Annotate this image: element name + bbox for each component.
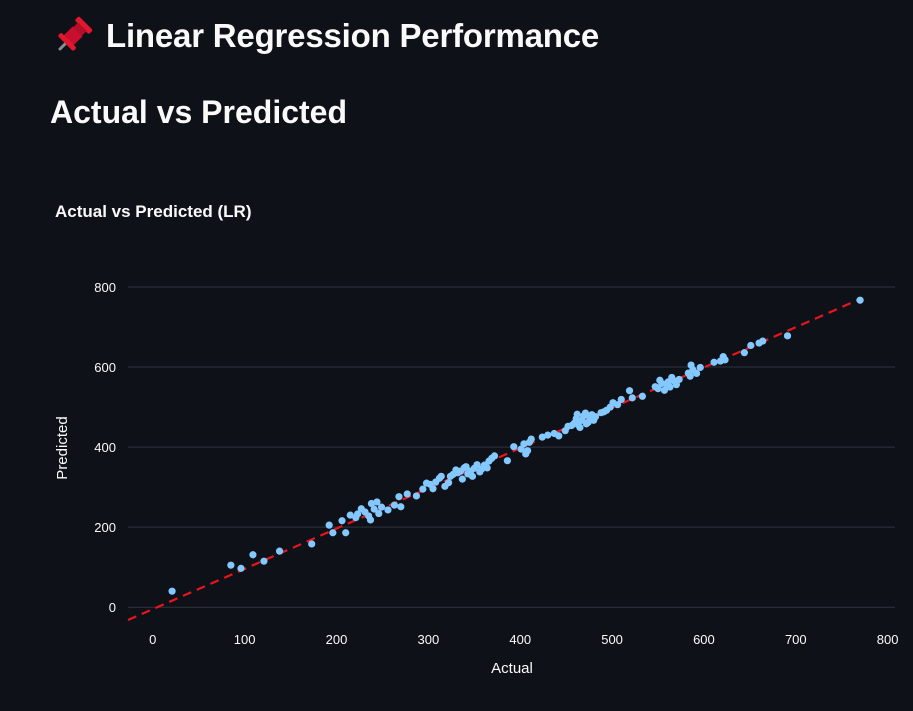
scatter-point: [429, 485, 437, 493]
scatter-point: [538, 433, 546, 441]
x-tick-label: 200: [326, 632, 348, 647]
grid-lines: [128, 286, 895, 608]
y-tick-label: 200: [94, 520, 116, 535]
scatter-point: [377, 503, 386, 511]
y-tick-label: 400: [94, 440, 116, 455]
scatter-point: [666, 383, 674, 391]
scatter-point: [444, 479, 453, 487]
scatter-point: [329, 529, 337, 537]
x-tick-label: 700: [785, 632, 807, 647]
y-tick-label: 600: [94, 360, 116, 375]
scatter-point: [370, 505, 378, 513]
scatter-point: [373, 498, 381, 506]
scatter-point: [617, 395, 625, 404]
scatter-point: [483, 464, 491, 472]
scatter-point: [710, 358, 718, 366]
scatter-point: [366, 516, 375, 524]
scatter-point: [576, 423, 584, 432]
scatter-point: [462, 463, 470, 471]
scatter-point: [613, 401, 622, 409]
scatter-point: [675, 375, 683, 384]
scatter-point: [696, 363, 704, 372]
scatter-point: [510, 443, 518, 451]
scatter-point: [412, 492, 421, 500]
scatter-point: [346, 511, 354, 519]
x-tick-label: 300: [418, 632, 440, 647]
scatter-point: [520, 440, 528, 448]
scatter-point: [458, 475, 466, 483]
page-title-text: Linear Regression Performance: [106, 17, 600, 54]
scatter-point: [419, 485, 427, 493]
reference-line-group: [127, 298, 861, 622]
scatter-point: [523, 447, 532, 455]
scatter-point: [308, 540, 316, 548]
x-axis-label: Actual: [491, 660, 533, 677]
scatter-point: [660, 386, 669, 394]
scatter-point: [390, 501, 398, 509]
scatter-point: [721, 356, 729, 364]
scatter-point: [473, 461, 481, 469]
scatter-point: [342, 529, 350, 537]
scatter-point: [354, 510, 362, 518]
y-axis-label: Predicted: [54, 416, 71, 479]
x-tick-label: 0: [149, 632, 156, 647]
scatter-point: [692, 369, 701, 378]
scatter-point: [395, 493, 403, 501]
x-axis-ticks: 0 100 200 300 400 500 600 700 800: [149, 632, 898, 647]
data-points: [168, 296, 864, 595]
scatter-point: [856, 296, 864, 304]
scatter-point: [397, 503, 405, 511]
x-tick-label: 600: [693, 632, 715, 647]
scatter-point: [367, 499, 376, 508]
scatter-point: [654, 385, 662, 393]
x-tick-label: 400: [509, 632, 531, 647]
scatter-point: [403, 490, 411, 498]
scatter-point: [747, 341, 755, 350]
scatter-point: [275, 547, 284, 555]
scatter-point: [375, 509, 383, 518]
pushpin-icon: [54, 15, 94, 55]
scatter-point: [555, 432, 563, 440]
scatter-point: [783, 332, 792, 340]
scatter-chart: Actual vs Predicted (LR) 0 200 400 600 800 0…: [54, 202, 899, 677]
scatter-point: [573, 410, 581, 418]
y-tick-label: 0: [109, 600, 116, 615]
chart-title: Actual vs Predicted (LR): [55, 202, 252, 221]
scatter-point: [638, 392, 646, 400]
scatter-point: [490, 452, 499, 460]
scatter-point: [581, 409, 590, 417]
scatter-point: [544, 431, 552, 439]
scatter-point: [325, 521, 333, 529]
scatter-point: [527, 435, 535, 443]
scatter-point: [686, 372, 694, 380]
scatter-point: [260, 557, 268, 565]
scatter-point: [503, 457, 511, 465]
x-tick-label: 800: [877, 632, 899, 647]
page-title: Linear Regression Performance: [54, 14, 599, 58]
x-tick-label: 100: [234, 632, 256, 647]
scatter-point: [468, 472, 477, 480]
chart-container: Actual vs Predicted (LR) 0 200 400 600 800 0…: [0, 180, 913, 711]
x-tick-label: 500: [601, 632, 623, 647]
scatter-point: [437, 472, 445, 480]
scatter-point: [759, 337, 767, 345]
scatter-point: [237, 564, 245, 572]
reference-line: [127, 298, 861, 622]
section-heading: Actual vs Predicted: [50, 94, 347, 130]
scatter-point: [384, 506, 392, 514]
scatter-point: [338, 517, 346, 525]
scatter-point: [249, 551, 257, 559]
scatter-point: [740, 349, 748, 357]
scatter-point: [227, 561, 235, 569]
y-tick-label: 800: [94, 280, 116, 295]
scatter-point: [625, 387, 634, 395]
y-axis-ticks: 0 200 400 600 800: [94, 280, 116, 615]
scatter-point: [628, 394, 636, 402]
scatter-point: [591, 413, 600, 421]
scatter-point: [168, 587, 176, 595]
